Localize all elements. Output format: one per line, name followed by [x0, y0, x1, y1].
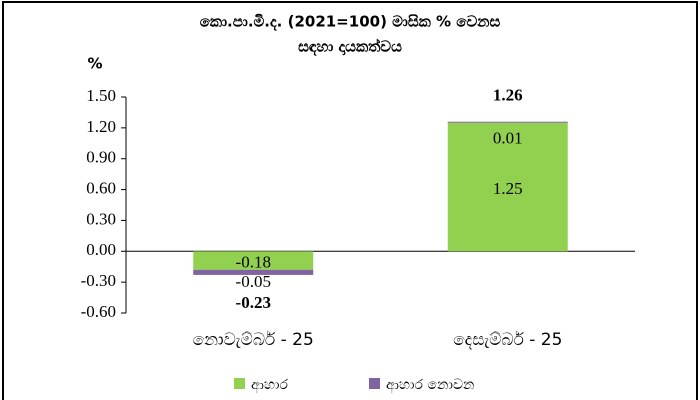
- chart-title: කො.පා.මි.ද. (2021=100) මාසික % වෙනස: [200, 13, 501, 32]
- legend-label: ආහාර නොවන: [386, 377, 474, 394]
- legend-swatch: [369, 378, 380, 389]
- data-label: -0.18: [236, 252, 271, 271]
- y-tick-label: -0.30: [81, 271, 116, 290]
- x-tick-label: දෙසැම්බර් - 25: [453, 330, 562, 350]
- bar-segment: [193, 251, 314, 270]
- y-tick-label: 0.00: [86, 240, 116, 259]
- y-tick-label: 1.20: [86, 117, 116, 136]
- y-tick-label: 0.30: [86, 209, 116, 228]
- bar-segment: [447, 121, 568, 123]
- chart-subtitle: සඳහා දායකත්වය: [298, 37, 402, 56]
- total-label: 1.26: [493, 86, 523, 105]
- data-label: -0.05: [236, 272, 271, 291]
- data-label: 0.01: [493, 129, 523, 148]
- y-tick-label: 1.50: [86, 86, 116, 105]
- bar-segment: [447, 122, 568, 252]
- y-tick-label: 0.60: [86, 178, 116, 197]
- total-label: -0.23: [236, 293, 271, 312]
- legend-label: ආහාර: [251, 377, 289, 394]
- legend-swatch: [234, 378, 245, 389]
- bar-segment: [193, 269, 314, 275]
- y-tick-label: 0.90: [86, 148, 116, 167]
- y-axis-label: %: [87, 55, 102, 73]
- data-label: 1.25: [493, 179, 523, 198]
- x-tick-label: නොවැම්බර් - 25: [193, 330, 314, 350]
- y-tick-label: -0.60: [81, 302, 116, 321]
